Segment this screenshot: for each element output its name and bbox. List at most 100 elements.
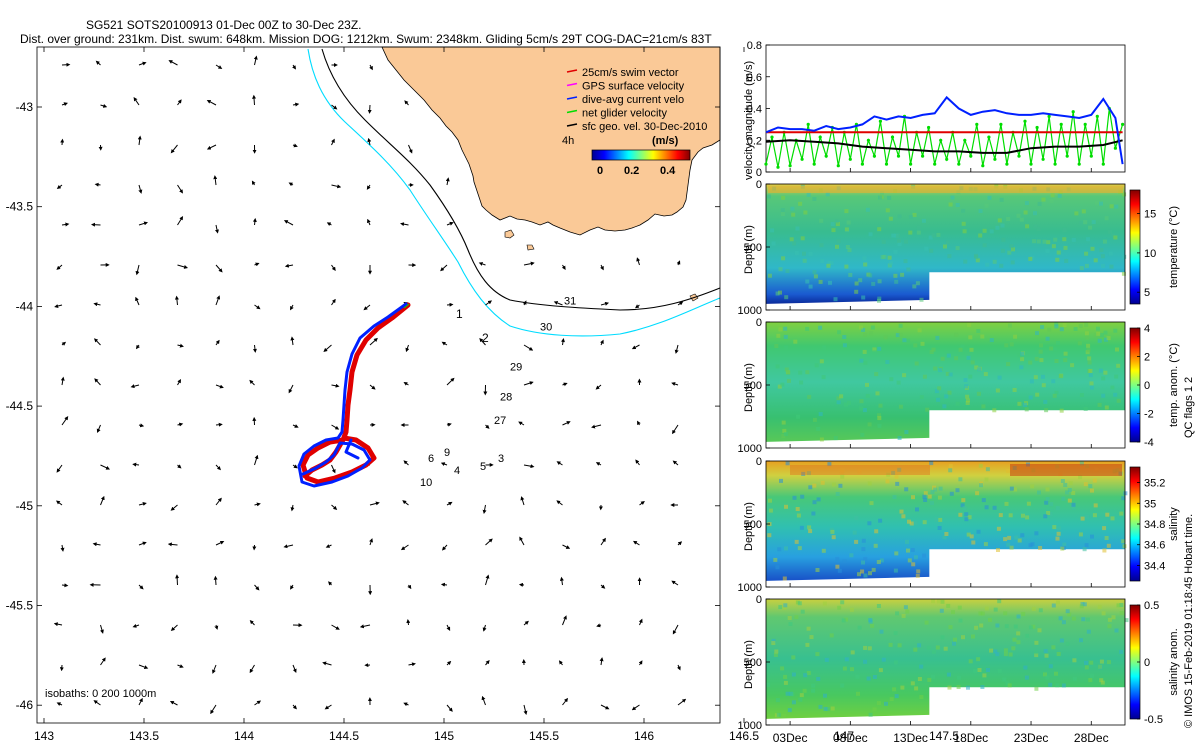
- section-speckle: [1101, 393, 1106, 398]
- legend-items: 25cm/s swim vector GPS surface velocitydi…: [566, 67, 707, 133]
- isobath-200m: [321, 48, 721, 311]
- section-speckle: [917, 643, 922, 648]
- section-speckle: [1043, 672, 1047, 677]
- section-speckle: [782, 428, 787, 433]
- section-speckle: [869, 501, 874, 506]
- section-speckle: [896, 380, 901, 385]
- section-speckle: [906, 267, 911, 272]
- section-speckle: [944, 532, 949, 536]
- section-speckle: [889, 261, 893, 266]
- sfc-geo-vector: [556, 500, 563, 506]
- sfc-geo-vector: [170, 144, 178, 154]
- colorbar-tick-label: 35.2: [1144, 478, 1165, 490]
- sfc-geo-vector: [600, 264, 604, 271]
- section-speckle: [915, 573, 920, 578]
- net-glider-point: [1089, 154, 1093, 158]
- sfc-geo-vector: [561, 338, 565, 346]
- sfc-geo-vector: [138, 541, 147, 546]
- sfc-geo-vector: [677, 541, 683, 546]
- section-speckle: [1109, 264, 1114, 269]
- section-speckle: [1097, 604, 1102, 609]
- section-speckle: [964, 384, 969, 389]
- sfc-geo-vector: [635, 459, 640, 466]
- sfc-geo-vector: [631, 704, 640, 711]
- sfc-geo-vector: [283, 544, 294, 549]
- section-speckle: [818, 325, 823, 330]
- section-speckle: [1056, 531, 1061, 536]
- map-colorbar-tick: 0: [597, 165, 603, 177]
- section-speckle: [910, 548, 915, 552]
- sfc-geo-vector: [600, 704, 610, 710]
- net-glider-point: [812, 162, 816, 166]
- section-speckle: [1092, 478, 1097, 483]
- section-speckle: [1007, 683, 1012, 688]
- section-speckle: [961, 221, 966, 226]
- sfc-geo-vector: [446, 501, 453, 506]
- section-speckle: [1031, 606, 1036, 611]
- sfc-geo-vector: [482, 624, 487, 632]
- sfc-geo-vector: [100, 495, 105, 506]
- section-speckle: [844, 617, 849, 622]
- section-speckle: [1017, 538, 1022, 543]
- sfc-geo-vector: [215, 464, 221, 471]
- section-speckle: [1057, 193, 1062, 198]
- sfc-geo-vector: [367, 218, 371, 226]
- section-speckle: [778, 327, 783, 332]
- section-speckle: [948, 468, 953, 473]
- sfc-geo-vector: [672, 424, 679, 435]
- section-speckle: [877, 416, 882, 421]
- section-speckle: [945, 371, 950, 376]
- section-speckle: [874, 372, 879, 377]
- net-glider-point: [878, 119, 883, 123]
- section-speckle: [1101, 611, 1106, 616]
- section-speckle: [777, 384, 782, 389]
- section-speckle: [816, 497, 821, 502]
- section-speckle: [1043, 514, 1048, 519]
- section-speckle: [781, 420, 786, 425]
- section-speckle: [812, 500, 817, 505]
- sfc-geo-vector: [254, 304, 261, 310]
- section-speckle: [978, 611, 983, 616]
- section-speckle: [1034, 531, 1039, 536]
- section-speckle: [1079, 266, 1084, 271]
- section-speckle: [938, 517, 943, 522]
- section-speckle: [984, 477, 989, 482]
- section-speckle: [1101, 376, 1106, 381]
- section-speckle: [806, 192, 811, 197]
- section-speckle: [893, 568, 898, 573]
- sfc-geo-vector: [561, 264, 566, 270]
- section-speckle: [1086, 629, 1091, 634]
- section-speckle: [955, 401, 960, 406]
- sfc-geo-vector: [54, 304, 63, 308]
- section-speckle: [861, 327, 866, 332]
- net-glider-point: [1047, 114, 1051, 118]
- section-speckle: [802, 251, 806, 256]
- section-speckle: [1113, 392, 1118, 397]
- sfc-geo-vector: [253, 55, 258, 66]
- section-speckle: [827, 260, 832, 265]
- section-speckle: [944, 394, 949, 399]
- section-speckle: [824, 657, 829, 662]
- section-speckle: [849, 553, 854, 558]
- section-speckle: [1051, 603, 1056, 608]
- section-speckle: [767, 533, 772, 538]
- sfc-geo-vector: [168, 60, 178, 66]
- sfc-geo-vector: [213, 575, 218, 586]
- section-speckle: [863, 332, 867, 337]
- section-speckle: [1017, 353, 1022, 358]
- section-speckle: [1044, 500, 1049, 505]
- section-speckle: [962, 229, 967, 234]
- section-speckle: [1097, 338, 1102, 343]
- section-speckle: [916, 225, 921, 230]
- isobath-1000m: [307, 48, 721, 337]
- section-speckle: [1089, 385, 1094, 390]
- isobath-label-1: 1: [456, 307, 463, 321]
- map-lat-label: -44: [16, 299, 34, 313]
- sfc-geo-vector: [323, 344, 332, 353]
- sfc-geo-vector: [596, 623, 602, 628]
- section-speckle: [976, 329, 981, 333]
- section-speckle: [958, 477, 963, 482]
- section-speckle: [948, 464, 953, 468]
- section-speckle: [950, 195, 955, 200]
- section-speckle: [891, 233, 896, 238]
